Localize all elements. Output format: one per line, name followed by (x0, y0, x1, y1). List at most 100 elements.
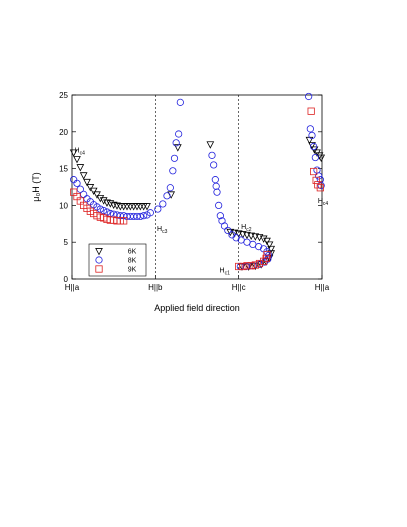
reference-lines (155, 95, 239, 279)
data-point (86, 184, 95, 192)
data-point (120, 217, 128, 225)
legend-box (88, 243, 147, 277)
data-point (243, 231, 251, 240)
data-point (99, 197, 108, 205)
data-point (316, 184, 324, 192)
data-point (243, 262, 251, 270)
data-point (170, 154, 179, 162)
annotation-label: Hc2 (241, 224, 252, 233)
data-point (173, 144, 182, 152)
data-point (251, 233, 260, 241)
data-point (263, 251, 271, 259)
data-point (232, 234, 240, 242)
series-9K (70, 107, 324, 271)
data-point (247, 262, 255, 270)
data-point (310, 167, 318, 176)
data-point (308, 131, 316, 140)
data-point (224, 226, 232, 235)
data-points (69, 92, 326, 271)
data-point (315, 172, 323, 180)
data-point (307, 107, 315, 115)
data-point (93, 191, 101, 199)
x-tick-label: H||a (315, 283, 330, 292)
y-tick-label: 20 (59, 128, 68, 137)
data-point (70, 176, 78, 184)
data-point (211, 176, 219, 184)
data-point (76, 164, 85, 172)
data-point (176, 98, 184, 106)
data-point (208, 151, 216, 159)
annotation-label: Hc4 (318, 198, 329, 207)
data-point (259, 235, 268, 243)
data-point (73, 179, 81, 187)
data-point (213, 188, 221, 196)
data-point (139, 203, 148, 211)
data-point (260, 258, 269, 266)
data-point (206, 141, 215, 149)
data-point (89, 187, 98, 196)
data-point (80, 190, 88, 198)
x-tick-label: H||a (65, 283, 80, 292)
data-point (210, 161, 218, 169)
data-point (69, 149, 78, 157)
data-point (169, 167, 177, 175)
data-point (220, 222, 229, 230)
data-point (133, 203, 141, 211)
data-point (136, 203, 145, 211)
data-point (251, 261, 259, 269)
data-point (83, 178, 91, 187)
data-point (154, 205, 162, 213)
legend-marker (95, 256, 103, 264)
data-point (316, 176, 324, 184)
data-point (79, 172, 88, 180)
data-point (238, 231, 247, 239)
y-tick-label: 15 (59, 165, 68, 174)
data-point (143, 203, 151, 211)
data-point (317, 154, 326, 162)
data-point (216, 212, 224, 220)
data-point (163, 192, 171, 200)
data-point (255, 243, 263, 251)
data-point (119, 203, 128, 211)
data-point (212, 182, 220, 190)
data-point (305, 92, 313, 101)
data-point (140, 212, 148, 220)
legend-label: 9K (128, 267, 137, 274)
data-point (265, 241, 274, 249)
data-point (172, 139, 180, 147)
data-point (106, 200, 115, 208)
legend-marker (95, 265, 103, 273)
data-point (230, 229, 239, 238)
data-point (234, 230, 243, 238)
data-point (146, 209, 154, 217)
data-point (123, 203, 131, 211)
data-point (167, 191, 176, 199)
data-point (255, 259, 264, 268)
y-tick-label: 0 (64, 275, 69, 284)
data-point (136, 212, 144, 221)
data-point (235, 262, 243, 271)
y-axis-label: μ₀H (T) (31, 172, 41, 201)
y-tick-label: 25 (59, 91, 68, 100)
data-point (166, 184, 174, 192)
data-point (73, 156, 81, 164)
data-point (96, 195, 105, 203)
series-6K (69, 136, 326, 271)
x-tick-label: H||c (232, 283, 246, 292)
data-point (262, 254, 270, 262)
series-8K (70, 92, 325, 271)
x-axis-label: Applied field direction (154, 303, 240, 313)
annotation-label: Hc4 (75, 147, 86, 156)
data-point (306, 125, 314, 133)
annotations: Hc4 Hc3 Hc2 Hc1 Hc4 (75, 147, 329, 276)
legend-label: 8K (128, 258, 137, 265)
y-tick-label: 5 (64, 238, 69, 247)
data-point (215, 201, 223, 209)
data-point (226, 228, 235, 237)
legend-marker (95, 248, 103, 256)
data-point (239, 262, 247, 271)
x-tick-label: H||b (148, 283, 163, 292)
annotation-label: Hc3 (157, 226, 168, 235)
data-point (129, 203, 138, 211)
